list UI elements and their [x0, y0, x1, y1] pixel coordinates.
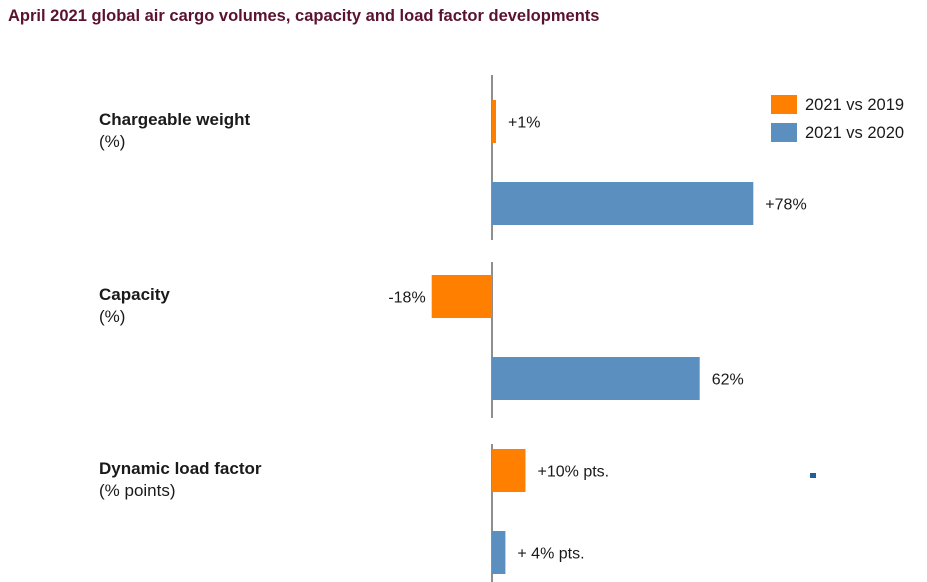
data-label: +10% pts.	[538, 464, 610, 481]
legend-swatch	[771, 95, 797, 114]
data-label: +1%	[508, 115, 540, 132]
data-label: +78%	[765, 197, 806, 214]
bar-vs2020	[492, 531, 506, 574]
data-label: -18%	[388, 290, 425, 307]
group-unit: (%)	[99, 132, 126, 151]
bar-vs2019	[492, 100, 496, 143]
legend-label: 2021 vs 2020	[805, 124, 904, 142]
legend-swatch	[771, 123, 797, 142]
bar-vs2019	[492, 449, 526, 492]
group-name: Capacity	[99, 285, 170, 304]
marker-dot	[810, 473, 816, 478]
group-label-chargeable-weight: Chargeable weight (%)	[99, 109, 250, 153]
group-name: Dynamic load factor	[99, 459, 262, 478]
group-name: Chargeable weight	[99, 110, 251, 129]
group-label-dynamic-load-factor: Dynamic load factor (% points)	[99, 458, 262, 502]
bar-vs2020	[492, 357, 700, 400]
data-label: + 4% pts.	[517, 546, 584, 563]
group-unit: (%)	[99, 307, 126, 326]
bar-vs2020	[492, 182, 754, 225]
group-label-capacity: Capacity (%)	[99, 284, 170, 328]
bar-vs2019	[431, 275, 492, 318]
chart-title: April 2021 global air cargo volumes, cap…	[8, 7, 600, 25]
group-unit: (% points)	[99, 481, 176, 500]
legend-label: 2021 vs 2019	[805, 96, 904, 114]
data-label: 62%	[712, 372, 744, 389]
